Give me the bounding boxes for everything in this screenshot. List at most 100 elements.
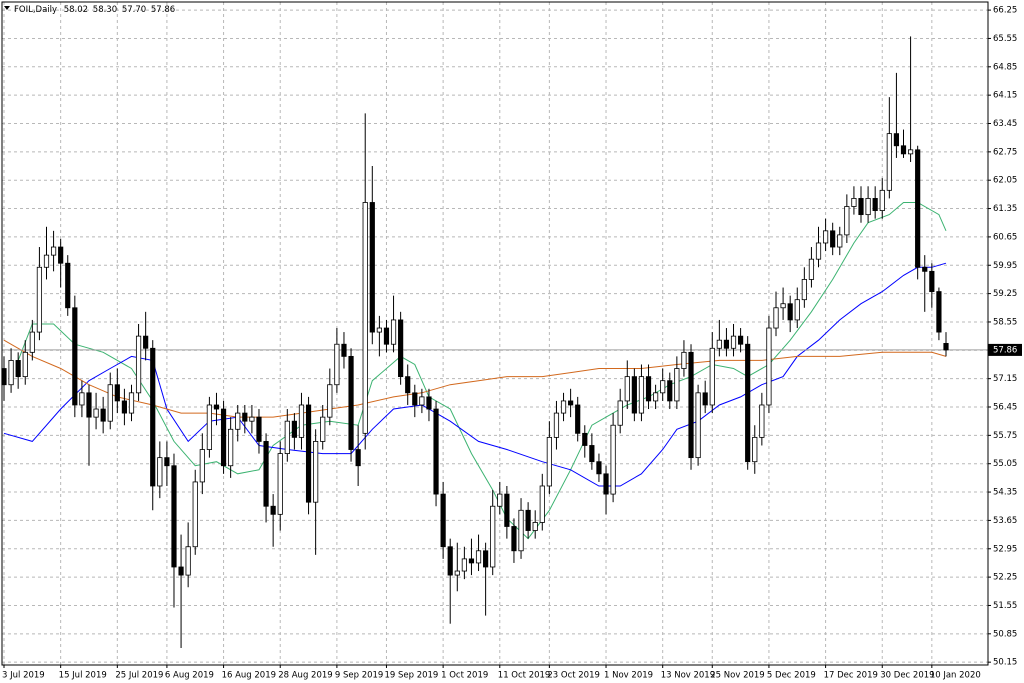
- candle-body: [15, 360, 21, 378]
- candle-body: [355, 449, 361, 467]
- candle-body: [150, 347, 156, 487]
- candle-body: [334, 343, 340, 386]
- y-tick-label: 65.55: [993, 34, 1017, 44]
- candle-body: [695, 392, 701, 459]
- x-tick-label: 1 Nov 2019: [604, 671, 653, 681]
- candle-body: [341, 343, 347, 357]
- candle-body: [412, 392, 418, 406]
- x-tick-label: 25 Nov 2019: [710, 671, 764, 681]
- y-tick-label: 51.55: [993, 601, 1017, 611]
- candle-body: [199, 449, 205, 483]
- candle-body: [900, 145, 907, 155]
- candle-body: [213, 404, 220, 410]
- y-tick-label: 52.25: [993, 573, 1017, 583]
- candle-body: [320, 416, 326, 442]
- candle-body: [858, 198, 864, 216]
- candle-body: [220, 408, 227, 467]
- candle-body: [93, 408, 99, 418]
- candle-body: [631, 376, 637, 414]
- candle-body: [511, 526, 517, 552]
- y-tick-label: 53.65: [993, 516, 1017, 526]
- y-tick-label: 59.95: [993, 261, 1017, 271]
- candle-body: [291, 420, 297, 438]
- candle-body: [447, 546, 453, 576]
- candle-body: [29, 331, 35, 353]
- candle-body: [603, 473, 609, 495]
- candle-body: [72, 307, 78, 406]
- candle-body: [475, 550, 482, 564]
- header-close: 57.86: [151, 5, 175, 15]
- y-tick-label: 50.85: [993, 629, 1017, 639]
- candle-body: [298, 404, 305, 438]
- candle-body: [277, 453, 283, 515]
- candle-body: [553, 412, 560, 438]
- y-tick-label: 62.75: [993, 147, 1017, 157]
- candle-body: [645, 376, 652, 402]
- y-tick-label: 56.45: [993, 403, 1017, 413]
- x-tick-label: 9 Sep 2019: [335, 671, 383, 681]
- candle-body: [794, 299, 800, 321]
- candle-body: [143, 335, 149, 349]
- candle-body: [667, 380, 673, 402]
- candle-body: [907, 149, 914, 155]
- candle-body: [468, 558, 475, 564]
- candle-body: [518, 509, 524, 552]
- x-tick-label: 13 Nov 2019: [661, 671, 715, 681]
- candle-body: [362, 202, 368, 434]
- candle-body: [348, 355, 354, 450]
- candle-body: [426, 396, 432, 410]
- candle-body: [560, 400, 567, 414]
- y-tick-label: 52.95: [993, 544, 1017, 554]
- x-tick-label: 30 Dec 2019: [880, 671, 934, 681]
- candle-body: [773, 307, 779, 329]
- candle-body: [242, 412, 248, 422]
- candle-body: [128, 392, 135, 414]
- candle-body: [886, 133, 892, 191]
- candle-body: [8, 360, 14, 386]
- candle-body: [369, 202, 375, 333]
- chart-header: FOIL,Daily 58.02 58.30 57.70 57.86: [14, 5, 175, 15]
- candle-body: [79, 392, 85, 406]
- candle-body: [228, 428, 234, 467]
- candle-body: [114, 384, 120, 402]
- y-tick-label: 55.05: [993, 459, 1017, 469]
- candle-body: [929, 270, 935, 292]
- candle-body: [490, 505, 496, 568]
- y-tick-label: 54.35: [993, 488, 1017, 498]
- candle-body: [815, 242, 822, 260]
- candle-body: [483, 550, 489, 568]
- candle-body: [575, 404, 581, 434]
- candle-body: [653, 392, 659, 402]
- candle-body: [596, 461, 602, 475]
- y-tick-label: 55.75: [993, 431, 1017, 441]
- x-tick-label: 23 Oct 2019: [547, 671, 600, 681]
- candle-body: [157, 457, 163, 487]
- x-tick-label: 19 Sep 2019: [384, 671, 438, 681]
- candle-body: [383, 327, 390, 345]
- axes: 66.25 65.55 64.85 64.15 63.45 62.75 62.05 61.35…: [2, 6, 1022, 681]
- candle-body: [504, 493, 510, 527]
- moving-average: [3, 262, 947, 487]
- price-label: 57.86: [993, 345, 1017, 355]
- candle-body: [249, 416, 255, 422]
- candle-body: [171, 465, 177, 568]
- candle-body: [256, 416, 262, 442]
- plot-frame: [1, 1, 989, 666]
- candle-body: [532, 522, 538, 531]
- y-tick-label: 64.85: [993, 62, 1017, 72]
- candle-body: [915, 149, 921, 268]
- candle-body: [660, 380, 666, 394]
- y-tick-label: 59.25: [993, 289, 1017, 299]
- candles: [1, 36, 949, 648]
- candle-body: [844, 206, 850, 236]
- menu-icon[interactable]: [4, 6, 10, 10]
- y-tick-label: 57.15: [993, 374, 1017, 384]
- candle-body: [943, 343, 949, 351]
- chart-title: FOIL,Daily: [14, 5, 57, 15]
- price-box: [988, 343, 1022, 356]
- candle-body: [43, 254, 50, 268]
- candle-body: [546, 436, 552, 487]
- candle-body: [709, 347, 715, 406]
- candle-body: [135, 335, 142, 394]
